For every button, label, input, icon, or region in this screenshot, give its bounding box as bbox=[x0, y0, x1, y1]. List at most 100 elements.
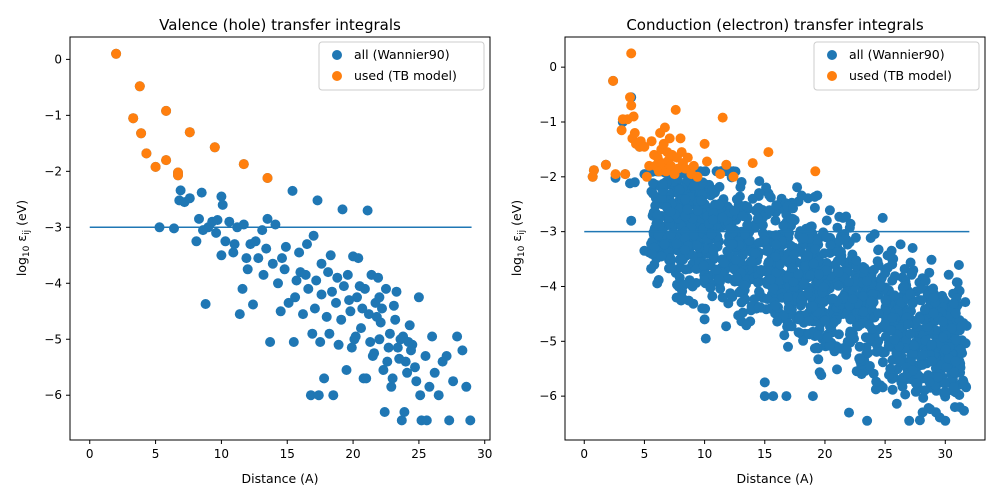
data-point bbox=[262, 173, 273, 183]
data-point bbox=[657, 178, 668, 189]
data-point bbox=[916, 283, 927, 294]
data-point bbox=[917, 359, 928, 370]
data-point bbox=[953, 260, 964, 270]
data-point bbox=[891, 398, 902, 409]
data-point bbox=[807, 301, 818, 312]
data-point bbox=[816, 295, 827, 306]
data-point bbox=[941, 362, 952, 373]
data-point bbox=[822, 332, 833, 343]
data-point bbox=[194, 213, 204, 224]
data-point bbox=[698, 260, 709, 271]
data-point bbox=[665, 253, 676, 264]
data-point bbox=[616, 125, 627, 136]
data-point bbox=[728, 171, 739, 182]
data-point bbox=[237, 283, 248, 294]
data-point bbox=[736, 297, 747, 308]
data-point bbox=[742, 202, 753, 212]
data-point bbox=[768, 283, 779, 294]
data-point bbox=[427, 331, 438, 342]
data-point bbox=[892, 364, 903, 375]
data-point bbox=[811, 235, 822, 246]
y-tick-label: 0 bbox=[549, 60, 557, 74]
data-point bbox=[652, 210, 663, 221]
data-point bbox=[403, 337, 414, 347]
y-tick-label: −6 bbox=[44, 388, 62, 402]
data-point bbox=[313, 390, 324, 401]
data-point bbox=[885, 363, 896, 374]
data-point bbox=[395, 334, 406, 345]
x-tick-label: 10 bbox=[697, 447, 712, 461]
legend[interactable]: all (Wannier90) used (TB model) bbox=[318, 41, 485, 91]
data-point bbox=[833, 267, 844, 278]
legend-box bbox=[813, 41, 980, 91]
data-point bbox=[448, 376, 459, 387]
data-point bbox=[294, 247, 305, 258]
chart-title: Valence (hole) transfer integrals bbox=[159, 16, 401, 34]
data-point bbox=[832, 364, 842, 375]
data-point bbox=[754, 286, 764, 297]
data-point bbox=[674, 272, 685, 283]
data-point bbox=[709, 253, 720, 263]
data-point bbox=[763, 147, 774, 158]
data-point bbox=[610, 169, 621, 180]
data-point bbox=[911, 378, 921, 389]
legend-marker-used bbox=[332, 71, 342, 81]
data-point bbox=[420, 351, 431, 361]
data-point bbox=[141, 148, 152, 159]
data-point bbox=[778, 310, 789, 321]
data-point bbox=[288, 337, 299, 347]
data-point bbox=[379, 407, 390, 417]
data-point bbox=[905, 328, 916, 339]
data-point bbox=[851, 255, 862, 266]
data-point bbox=[845, 218, 856, 229]
data-point bbox=[212, 215, 223, 225]
data-point bbox=[277, 253, 287, 264]
data-point bbox=[729, 205, 740, 216]
data-point bbox=[161, 155, 172, 166]
data-point bbox=[804, 316, 815, 326]
data-point bbox=[937, 316, 948, 327]
data-point bbox=[960, 297, 971, 308]
data-point bbox=[900, 389, 911, 400]
data-point bbox=[770, 300, 781, 311]
y-tick-label: −2 bbox=[539, 170, 557, 184]
data-point bbox=[928, 308, 939, 319]
data-point bbox=[810, 244, 821, 255]
data-point bbox=[200, 299, 211, 309]
data-point bbox=[308, 230, 319, 241]
data-point bbox=[253, 253, 264, 264]
data-point bbox=[707, 214, 718, 225]
data-point bbox=[626, 100, 637, 111]
data-point bbox=[238, 159, 249, 170]
data-point bbox=[656, 251, 667, 262]
y-tick-label: −4 bbox=[44, 276, 62, 290]
series-used bbox=[587, 48, 821, 182]
data-point bbox=[674, 184, 685, 195]
data-point bbox=[196, 187, 207, 198]
y-axis-ticks: 0 −1 −2 −3 −4 −5 −6 bbox=[539, 60, 565, 403]
y-axis-label: log10 εij (eV) bbox=[509, 200, 527, 276]
data-point bbox=[261, 243, 272, 254]
legend[interactable]: all (Wannier90) used (TB model) bbox=[813, 41, 980, 91]
x-tick-label: 5 bbox=[152, 447, 160, 461]
data-point bbox=[321, 311, 332, 322]
y-tick-label: −1 bbox=[539, 115, 557, 129]
data-point bbox=[730, 254, 741, 265]
data-point bbox=[928, 283, 939, 294]
x-tick-label: 10 bbox=[214, 447, 229, 461]
data-point bbox=[834, 235, 845, 246]
y-tick-label: −3 bbox=[539, 225, 557, 239]
data-point bbox=[735, 182, 746, 193]
x-tick-label: 20 bbox=[345, 447, 360, 461]
data-point bbox=[764, 205, 775, 216]
data-point bbox=[342, 269, 353, 280]
data-point bbox=[871, 376, 882, 387]
data-point bbox=[772, 316, 783, 327]
data-point bbox=[224, 216, 235, 227]
data-point bbox=[620, 169, 631, 180]
data-point bbox=[850, 232, 861, 243]
data-point bbox=[847, 294, 858, 304]
data-point bbox=[111, 48, 122, 59]
data-point bbox=[856, 369, 867, 380]
